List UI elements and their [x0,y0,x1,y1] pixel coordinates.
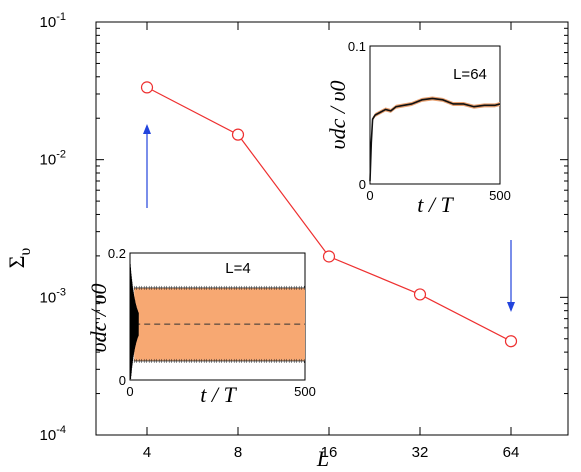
inset-l4-x-tick-label: 0 [126,384,133,399]
inset-l4-ylabel: υdc / υ0 [86,283,111,352]
y-axis-title-main: Συ [4,248,34,269]
inset-l64-xlabel: t / T [417,192,454,217]
x-tick-label: 32 [412,444,429,461]
inset-l4-xlabel: t / T [200,382,237,407]
arrow-down-head [507,302,515,312]
inset-l4-series [129,260,305,380]
y-tick-label: 10-2 [40,149,66,169]
main-ticks: 4 8 16 32 64 10-1 10-2 10-3 10-4 [40,11,568,461]
inset-l64-y-tick-label: 0 [359,177,366,192]
x-tick-label: 4 [143,444,151,461]
data-point [413,288,427,301]
x-tick-label: 64 [503,444,520,461]
inset-l64-ylabel: υdc / υ0 [325,80,350,149]
inset-l64-y-tick-label: 0.1 [348,39,366,54]
data-point [140,81,154,94]
y-axis-subscript: υ [17,248,34,256]
inset-l4-y-tick-label: 0 [119,373,126,388]
inset-l64-x-tick-label: 0 [366,188,373,203]
y-tick-label: 10-1 [40,11,66,31]
y-axis-symbol: Σ [4,256,29,269]
data-point [322,250,336,263]
inset-l64-line [369,97,501,182]
inset-l4-transient [129,260,139,380]
main-series [140,81,518,348]
data-point [504,335,518,348]
inset-l4-y-tick-label: 0.2 [108,246,126,261]
inset-l64-frame [369,45,501,185]
y-tick-label: 10-3 [40,286,66,306]
main-arrows [143,124,515,312]
inset-l64-title: L=64 [453,66,487,83]
inset-l64-series [369,96,501,184]
inset-l4-x-tick-label: 500 [294,384,316,399]
arrow-up-head [143,124,151,134]
inset-l64: 0 500 0 0.1 L=64 t / T υdc / υ0 [325,39,511,217]
data-point [231,128,245,141]
x-axis-title: L [316,446,329,471]
x-tick-label: 16 [321,444,338,461]
inset-l4-title: L=4 [225,260,250,277]
inset-l64-x-tick-label: 500 [489,188,511,203]
main-plot-frame [95,21,569,436]
inset-l64-ticks: 0 500 0 0.1 [348,39,511,203]
inset-l4: 0 500 0 0.2 L=4 t / T υdc / υ0 [86,246,316,407]
x-tick-label: 8 [234,444,242,461]
y-tick-label: 10-4 [40,424,66,444]
y-axis-title: Συ [4,248,34,269]
